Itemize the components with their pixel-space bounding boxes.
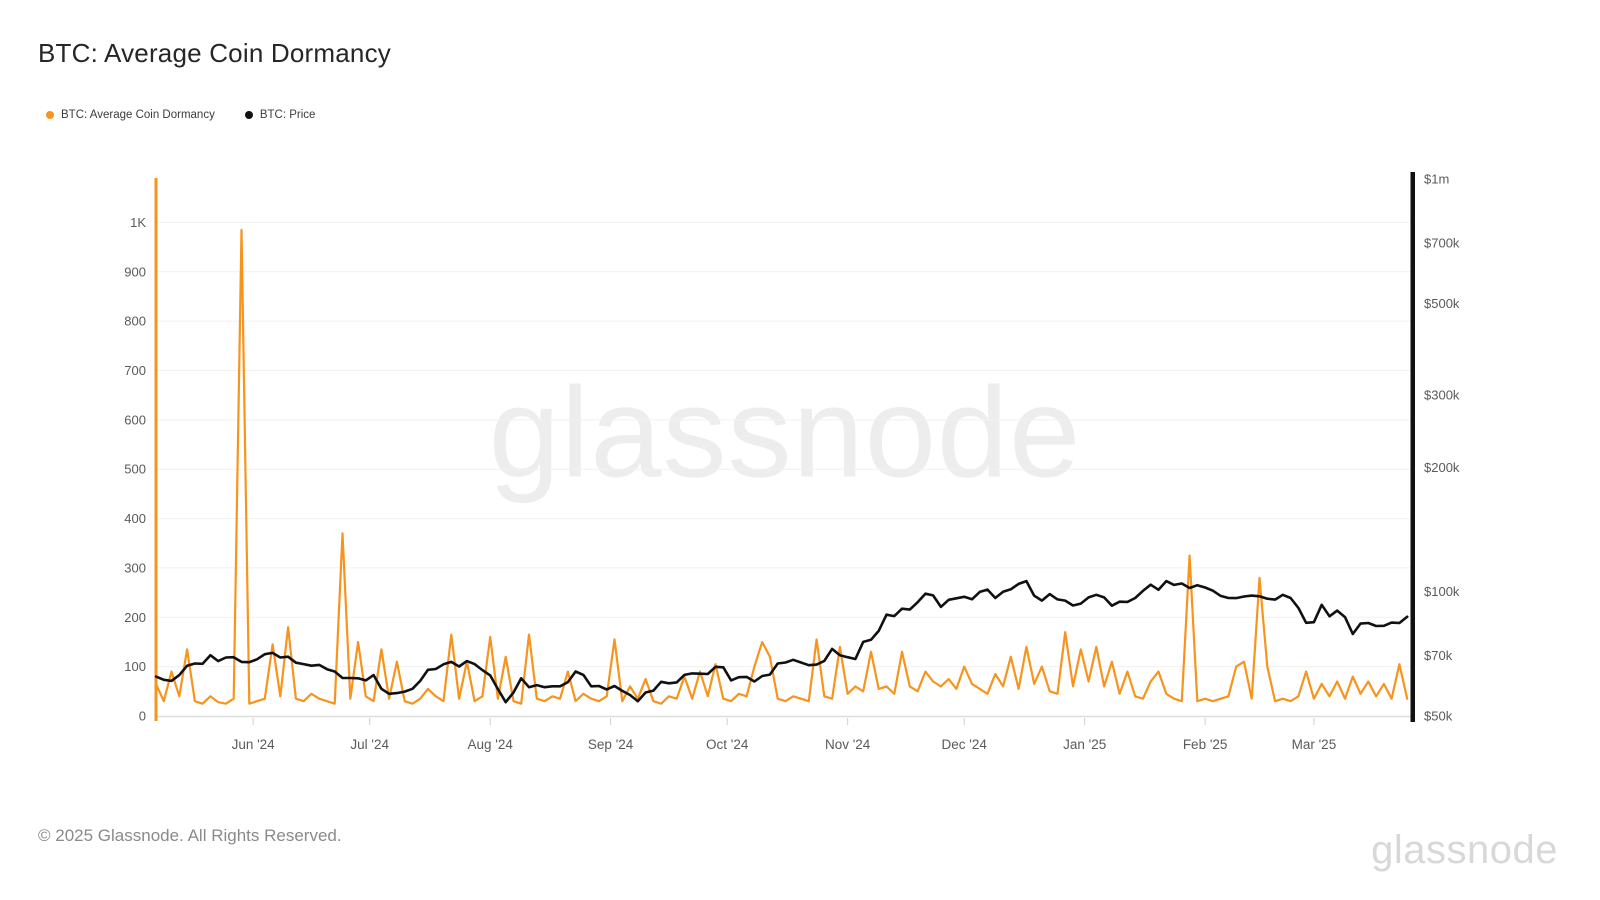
month-tick-label: Aug '24 <box>467 737 513 752</box>
month-tick-label: Feb '25 <box>1183 737 1228 752</box>
month-tick-label: Jan '25 <box>1063 737 1106 752</box>
glassnode-logo: glassnode <box>1371 828 1558 872</box>
month-tick-label: Jun '24 <box>232 737 276 752</box>
right-axis-tick-label: $1m <box>1424 172 1449 187</box>
right-axis-tick-label: $100k <box>1424 584 1460 599</box>
right-axis-tick-label: $50k <box>1424 709 1453 724</box>
month-tick-label: Nov '24 <box>825 737 871 752</box>
right-axis-tick-label: $300k <box>1424 387 1460 402</box>
left-axis-bar <box>154 178 158 721</box>
copyright-text: © 2025 Glassnode. All Rights Reserved. <box>38 826 342 845</box>
dormancy-legend-dot-icon <box>46 111 54 119</box>
month-tick-label: Sep '24 <box>588 737 634 752</box>
month-tick-label: Dec '24 <box>942 737 988 752</box>
page-title: BTC: Average Coin Dormancy <box>38 38 391 68</box>
left-axis-tick-label: 600 <box>124 412 146 427</box>
month-tick-label: Jul '24 <box>350 737 389 752</box>
price-legend-dot-icon <box>244 111 253 119</box>
left-axis-tick-label: 0 <box>139 709 146 724</box>
price-line <box>154 579 1409 704</box>
left-axis-tick-label: 200 <box>124 610 146 625</box>
month-tick-label: Oct '24 <box>706 737 749 752</box>
right-axis-tick-label: $700k <box>1424 235 1460 250</box>
right-axis-bar <box>1410 172 1415 722</box>
left-axis-tick-label: 900 <box>124 264 146 279</box>
legend-item-label: BTC: Price <box>259 109 316 121</box>
left-axis-tick-label: 100 <box>124 659 146 674</box>
dormancy-line <box>154 228 1409 705</box>
left-axis-tick-label: 800 <box>124 314 146 329</box>
left-axis-tick-label: 1K <box>130 215 146 230</box>
legend-item-price[interactable]: BTC: Price <box>244 109 316 121</box>
left-axis-tick-label: 400 <box>124 511 146 526</box>
legend-item-label: BTC: Average Coin Dormancy <box>61 109 215 121</box>
left-axis-tick-label: 700 <box>124 363 146 378</box>
right-axis-tick-label: $70k <box>1424 648 1453 663</box>
left-axis-tick-label: 500 <box>124 462 146 477</box>
right-axis-tick-label: $200k <box>1424 460 1460 475</box>
legend: BTC: Average Coin Dormancy BTC: Price <box>46 109 315 121</box>
month-tick-label: Mar '25 <box>1292 737 1337 752</box>
glassnode-watermark: glassnode <box>488 361 1082 505</box>
right-axis-tick-label: $500k <box>1424 296 1460 311</box>
legend-item-dormancy[interactable]: BTC: Average Coin Dormancy <box>46 109 215 121</box>
left-axis-tick-label: 300 <box>124 560 146 575</box>
